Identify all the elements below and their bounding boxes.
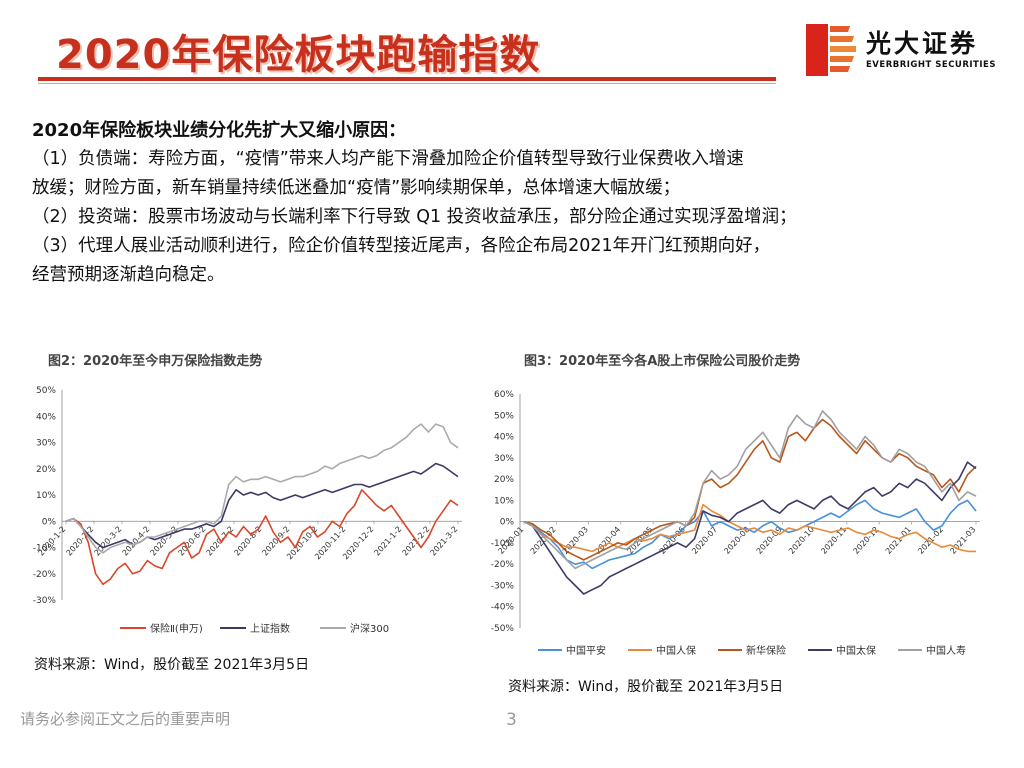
title-underline (38, 77, 776, 81)
body-line: （3）代理人展业活动顺利进行，险企价值转型接近尾声，各险企布局2021年开门红预… (32, 236, 771, 256)
x-tick-label: 2020-12 (852, 525, 881, 556)
y-tick-label: 30% (36, 439, 56, 449)
series-line (523, 418, 977, 561)
y-tick-label: -10% (491, 539, 515, 549)
x-tick-label: 2021-02 (916, 525, 945, 556)
x-tick-label: 2021-3-2 (429, 525, 460, 558)
body-line: 放缓；财险方面，新车销量持续低迷叠加“疫情”影响续期保单，总体增速大幅放缓； (32, 178, 681, 198)
legend-label: 中国太保 (836, 644, 876, 657)
figure2-source: 资料来源：Wind，股价截至 2021年3月5日 (34, 657, 310, 673)
figure2-title: 图2：2020年至今申万保险指数走势 (48, 354, 263, 369)
legend-label: 中国人寿 (926, 644, 966, 657)
y-tick-label: 20% (36, 465, 56, 475)
company-logo: 光大证券 EVERBRIGHT SECURITIES (800, 20, 1000, 80)
y-tick-label: -10% (33, 544, 57, 554)
page-title: 2020年保险板块跑输指数 (56, 32, 541, 78)
y-tick-label: 50% (36, 386, 56, 396)
legend-label: 中国平安 (566, 644, 606, 657)
series-line (65, 489, 459, 586)
y-tick-label: -30% (33, 596, 57, 606)
x-tick-label: 2021-1-2 (373, 525, 404, 558)
title-underline-thin (38, 83, 776, 84)
legend-label: 上证指数 (250, 622, 290, 635)
y-tick-label: 30% (494, 454, 514, 464)
figure3-title: 图3：2020年至今各A股上市保险公司股价走势 (524, 354, 801, 369)
body-text: 2020年保险板块业绩分化先扩大又缩小原因： （1）负债端：寿险方面，“疫情”带… (32, 116, 1002, 290)
section-heading: 2020年保险板块业绩分化先扩大又缩小原因： (32, 120, 407, 141)
page-number: 3 (506, 710, 517, 730)
x-tick-label: 2020-10 (787, 525, 816, 556)
series-line (523, 499, 977, 570)
logo-text-en: EVERBRIGHT SECURITIES (866, 60, 996, 70)
y-tick-label: 50% (494, 411, 514, 421)
x-tick-label: 2020-4-2 (121, 525, 152, 558)
y-tick-label: 60% (494, 390, 514, 400)
y-tick-label: 10% (494, 496, 514, 506)
y-tick-label: -20% (33, 570, 57, 580)
y-tick-label: -30% (491, 581, 515, 591)
everbright-logo-icon (806, 24, 856, 76)
series-line (523, 503, 976, 553)
y-tick-label: 10% (36, 491, 56, 501)
y-tick-label: -40% (491, 603, 515, 613)
chart-insurer-stock-prices: 60% 50% 40% 30% 20% 10% 0% -10% -20% -30% -40% -50%… (491, 390, 980, 657)
y-tick-label: 40% (36, 412, 56, 422)
logo-text-cn: 光大证券 (866, 29, 979, 58)
figure3-source: 资料来源：Wind，股价截至 2021年3月5日 (508, 679, 784, 695)
chart-insurance-index: 50%40%30%20%10%0%-10%-20%-30%2020-1-2202… (33, 386, 462, 635)
series-line (523, 410, 977, 570)
legend-label: 新华保险 (746, 644, 786, 657)
y-tick-label: -50% (491, 624, 515, 634)
x-tick-label: 2020-04 (593, 525, 622, 556)
y-tick-label: -20% (491, 560, 515, 570)
body-line: 经营预期逐渐趋向稳定。 (32, 265, 225, 285)
y-tick-label: 0% (500, 518, 515, 528)
y-tick-label: 40% (494, 433, 514, 443)
legend-label: 中国人保 (656, 644, 696, 657)
series-line (523, 461, 977, 595)
series-line (65, 423, 459, 554)
disclaimer-note: 请务必参阅正文之后的重要声明 (20, 710, 231, 728)
legend-label: 保险Ⅱ(申万) (150, 622, 203, 635)
y-tick-label: 20% (494, 475, 514, 485)
x-tick-label: 2021-01 (884, 525, 913, 556)
legend-label: 沪深300 (350, 622, 389, 635)
y-tick-label: 0% (42, 517, 57, 527)
body-line: （2）投资端：股票市场波动与长端利率下行导致 Q1 投资收益承压，部分险企通过实… (32, 207, 797, 227)
body-line: （1）负债端：寿险方面，“疫情”带来人均产能下滑叠加险企价值转型导致行业保费收入… (32, 149, 744, 169)
